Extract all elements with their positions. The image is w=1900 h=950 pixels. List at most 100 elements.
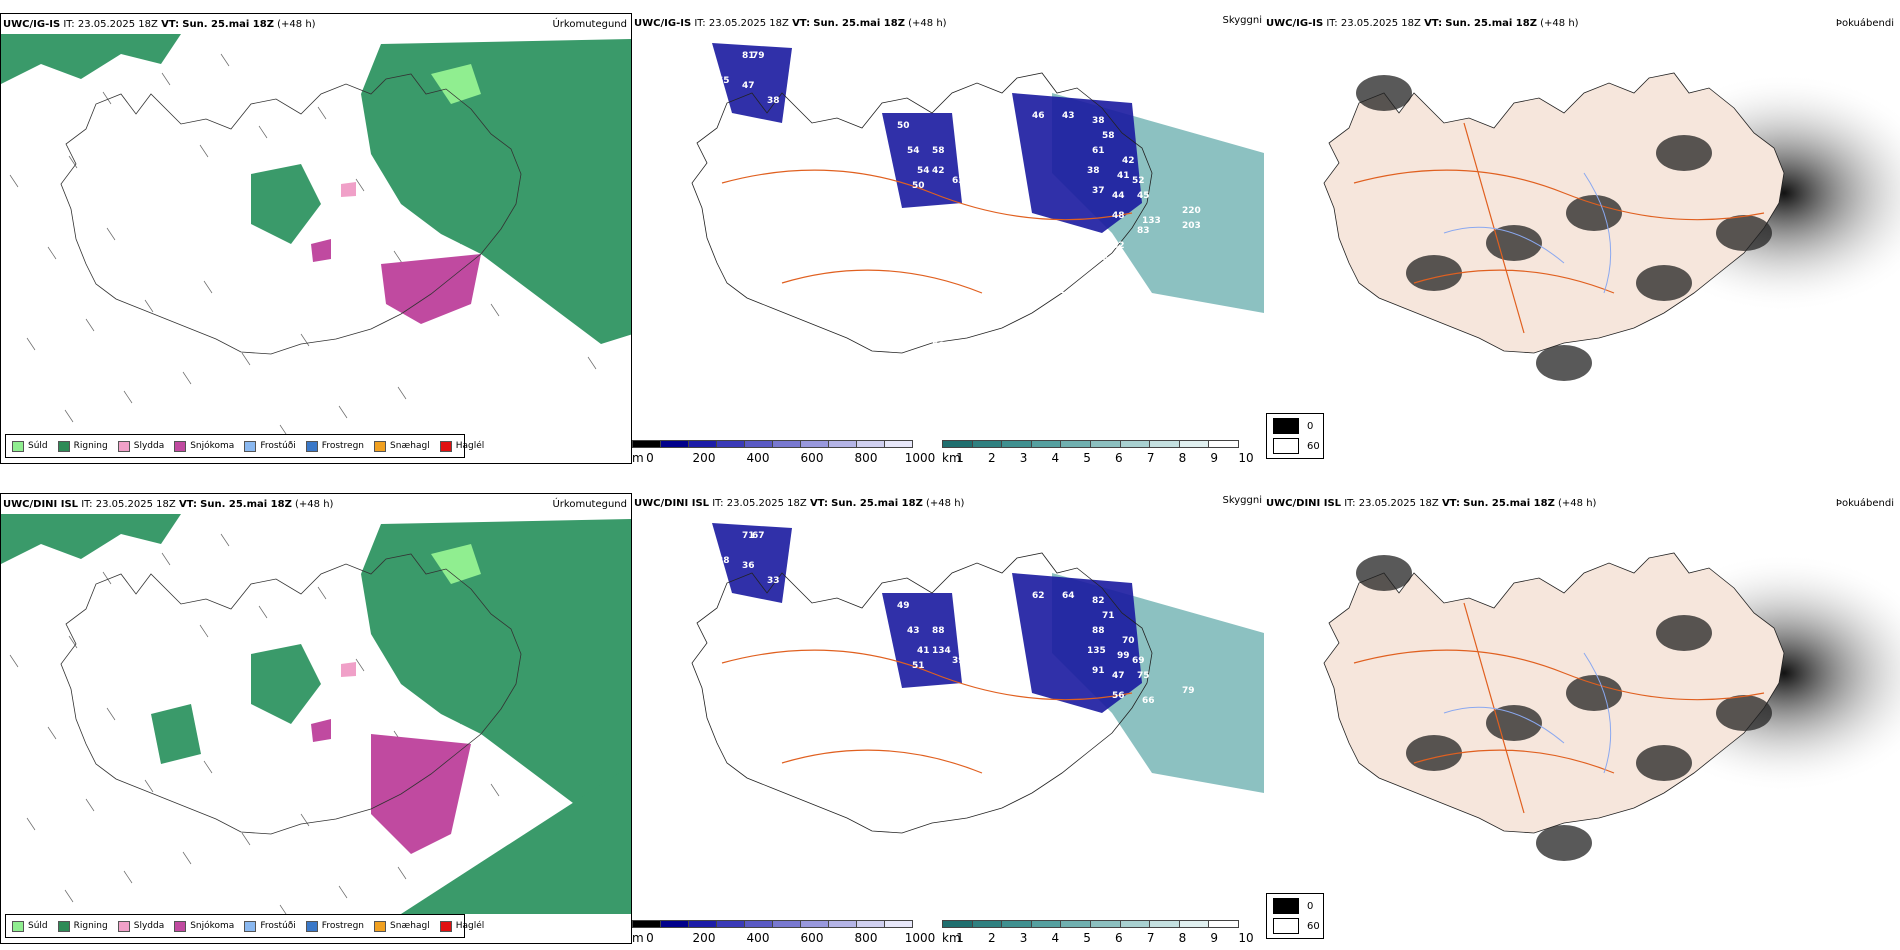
colorbar-tick: 1000 <box>904 931 936 944</box>
ceiling-value-label: 71 <box>1102 611 1115 621</box>
colorbar-segment <box>772 920 801 928</box>
legend-label: Súld <box>28 921 48 931</box>
it-value: 23.05.2025 18Z <box>708 18 789 29</box>
ceiling-value-label: 220 <box>1182 206 1201 216</box>
colorbar-tick: 800 <box>854 451 878 464</box>
wind-barb <box>258 125 268 139</box>
colorbar-tick: 8 <box>1178 451 1187 464</box>
legend-label: Snjókoma <box>190 441 235 451</box>
colorbar-tick: 10 <box>1238 451 1254 464</box>
fog-map <box>1323 72 1900 381</box>
colorbar-segment <box>1178 920 1210 928</box>
colorbar-segment <box>1090 920 1121 928</box>
colorbar-tick: 0 <box>646 931 654 944</box>
drizzle-area <box>431 64 481 104</box>
legend-swatch <box>439 920 452 932</box>
vt-value: Sun. 25.mai 18Z <box>1463 498 1555 509</box>
colorbar-tick: 9 <box>1210 931 1219 944</box>
ceiling-value-label: 43 <box>1062 111 1075 121</box>
wind-barb <box>203 760 213 774</box>
ceiling-area <box>882 593 962 688</box>
rain-area <box>251 644 321 724</box>
it-label: IT: <box>81 499 93 510</box>
colorbar-segment <box>1119 920 1151 928</box>
it-value: 23.05.2025 18Z <box>1358 498 1439 509</box>
legend-item: Slydda <box>117 440 164 452</box>
legend-item: Slydda <box>117 920 164 932</box>
ceiling-value-label: 33 <box>767 576 780 586</box>
legend-label: Rigning <box>73 921 108 931</box>
lead-time: (+48 h) <box>926 498 965 509</box>
colorbar-tick: 7 <box>1146 451 1155 464</box>
drizzle-area <box>431 544 481 584</box>
colorbar-segment <box>1090 440 1121 448</box>
ceiling-value-label: 88 <box>1092 626 1105 636</box>
ceiling-value-label: 50 <box>912 181 925 191</box>
fog-panel-1: UWC/IG-IS IT: 23.05.2025 18Z VT: Sun. 25… <box>1264 13 1900 464</box>
fog-legend-row: 60 <box>1273 438 1320 454</box>
ceiling-area <box>712 523 792 603</box>
colorbar-segment <box>1149 440 1180 448</box>
colorbar-segment <box>716 440 745 448</box>
header-2b: UWC/DINI ISL IT: 23.05.2025 18Z VT: Sun.… <box>634 498 964 509</box>
wind-barb <box>199 624 209 638</box>
colorbar-tick: 1 <box>956 451 964 464</box>
legend-item: Snjókoma <box>174 920 234 932</box>
legend-item: Frostúði <box>244 920 296 932</box>
colorbar-segment <box>772 440 801 448</box>
wind-barb <box>355 658 365 672</box>
ceiling-value-label: 58 <box>1102 131 1115 141</box>
header-2: UWC/DINI ISL IT: 23.05.2025 18Z VT: Sun.… <box>3 499 333 510</box>
it-label: IT: <box>1344 498 1356 509</box>
ceiling-area <box>1012 93 1142 233</box>
vt-value: Sun. 25.mai 18Z <box>182 19 274 30</box>
ceiling-value-label: 70 <box>907 376 920 386</box>
header-1b: UWC/IG-IS IT: 23.05.2025 18Z VT: Sun. 25… <box>634 18 947 29</box>
fog-patch <box>1406 735 1462 771</box>
ceiling-value-label: 38 <box>1092 116 1105 126</box>
ceiling-value-label: 38 <box>1087 166 1100 176</box>
wind-barb <box>64 409 74 423</box>
ceiling-value-label: 82 <box>1092 596 1105 606</box>
rain-area <box>361 519 631 824</box>
fog-patch <box>1536 825 1592 861</box>
colorbar-segment <box>660 440 689 448</box>
colorbar-segment <box>942 920 973 928</box>
legend-swatch <box>439 440 452 452</box>
wind-barb <box>199 144 209 158</box>
it-value: 23.05.2025 18Z <box>1340 18 1421 29</box>
colorbar-segment <box>800 920 829 928</box>
ceiling-value-label: 65 <box>717 76 730 86</box>
header-1: UWC/IG-IS IT: 23.05.2025 18Z VT: Sun. 25… <box>3 19 316 30</box>
wind-barb <box>220 53 230 67</box>
legend-label: Frostregn <box>321 441 365 451</box>
fog-patch <box>1716 695 1772 731</box>
coastline <box>691 552 1153 834</box>
ceiling-value-label: 82 <box>982 131 995 141</box>
rain-area <box>151 704 201 764</box>
wind-barb <box>490 303 500 317</box>
colorbar-tick: 4 <box>1051 451 1060 464</box>
fog-title: Þokuábendi <box>1835 18 1894 29</box>
colorbar-tick: 200 <box>692 451 716 464</box>
fog-patch <box>1566 195 1622 231</box>
rain-area <box>1 34 181 84</box>
legend-swatch <box>12 920 24 932</box>
wind-barb <box>47 246 57 260</box>
legend-label: Frostúði <box>260 441 296 451</box>
fog-legend-label: 60 <box>1307 920 1320 932</box>
ceiling-value-label: 54 <box>907 146 920 156</box>
ceiling-value-label: 59 <box>1102 256 1115 266</box>
colorbar-segment <box>971 920 1003 928</box>
wind-barb <box>182 851 192 865</box>
ceiling-value-label: 36 <box>742 561 755 571</box>
ceiling-value-label: 83 <box>1137 226 1150 236</box>
ceiling-value-label: 81 <box>742 51 755 61</box>
colorbar-tick: 1 <box>956 931 964 944</box>
model-name: UWC/DINI ISL <box>634 498 710 509</box>
colorbar-segment <box>856 920 885 928</box>
ceiling-value-label: 69 <box>1132 656 1145 666</box>
vt-value: Sun. 25.mai 18Z <box>1445 18 1537 29</box>
model-name: UWC/IG-IS <box>634 18 692 29</box>
